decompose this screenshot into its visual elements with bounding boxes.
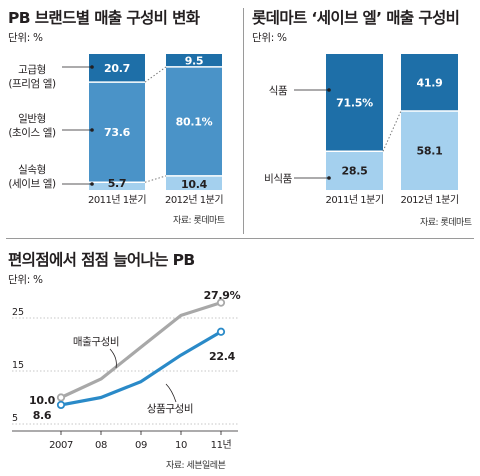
- series-name-label: 일반형: [18, 112, 46, 125]
- x-tick-label: 11년: [211, 439, 232, 451]
- annotation-leader: [109, 348, 117, 369]
- chart-title: 롯데마트 ‘세이브 엘’ 매출 구성비: [252, 9, 460, 27]
- annotation-leader: [165, 383, 177, 403]
- series-name-sub-label: (프리엄 엘): [8, 77, 56, 90]
- value-label: 71.5%: [336, 97, 373, 110]
- connector-line: [144, 66, 167, 83]
- value-label: 28.5: [342, 165, 368, 178]
- source-label: 자료: 롯데마트: [173, 216, 225, 226]
- x-tick-label: 08: [95, 440, 107, 451]
- bar-segment-1-1: [326, 151, 383, 190]
- vertical-divider: [243, 8, 244, 234]
- series-name-label: 실속형: [18, 164, 46, 176]
- series-name-label: 매출구성비: [73, 336, 119, 348]
- series-line-1: [59, 301, 223, 400]
- value-label: 41.9: [417, 76, 443, 89]
- x-tick-label: 2011년 1분기: [88, 194, 146, 206]
- series-name-label: 상품구성비: [147, 403, 193, 415]
- x-tick-label: 2011년 1분기: [325, 194, 383, 206]
- series-end-point: [216, 298, 226, 307]
- y-tick-label: 15: [12, 360, 24, 371]
- horizontal-divider: [6, 238, 474, 239]
- value-label: 58.1: [417, 144, 443, 157]
- chart-pb-brand-composition: PB 브랜드별 매출 구성비 변화 단위: % 5.7 10.4 73.6 80.1%…: [0, 0, 240, 236]
- x-tick-label: 09: [135, 440, 147, 451]
- x-tick-label: 2012년 1분기: [165, 194, 223, 206]
- connector-line: [144, 175, 167, 183]
- chart-title: 편의점에서 점점 늘어나는 PB: [8, 251, 195, 269]
- x-tick-label: 2007: [49, 440, 73, 451]
- stacked-bar-plot: 5.7 10.4 73.6 80.1% 20.7 9.5 2011년 1분기 2012년 1분…: [8, 54, 224, 206]
- unit-label: 단위: %: [252, 32, 287, 44]
- chart-save-el-composition: 롯데마트 ‘세이브 엘’ 매출 구성비 단위: % 28.5 58.1 71.5% 4…: [244, 0, 480, 236]
- series-name-sub-label: (초이스 엘): [8, 126, 56, 139]
- value-label: 80.1%: [176, 115, 213, 128]
- unit-label: 단위: %: [8, 32, 43, 44]
- value-label: 20.7: [104, 62, 130, 75]
- bar-segment-2-2: [166, 66, 222, 176]
- chart-convenience-store-pb: 편의점에서 점점 늘어나는 PB 단위: % 5 15 25 2007 08 09 10 11…: [0, 240, 480, 476]
- series-line-2: [59, 330, 223, 407]
- line-plot: 5 15 25 2007 08 09 10 11년 10.0 27.9% 8.6 22.4 매출구성비상…: [12, 289, 241, 451]
- legend-leader-dot: [327, 88, 331, 92]
- end-value-label: 22.4: [209, 350, 236, 363]
- series-end-point: [56, 393, 66, 402]
- y-tick-label: 25: [12, 307, 24, 318]
- series-name-label: 비식품: [264, 173, 293, 185]
- bar-segment-1-2: [166, 175, 222, 190]
- bar-segment-1-2: [401, 110, 458, 190]
- y-tick-label: 5: [12, 413, 18, 424]
- chart-title: PB 브랜드별 매출 구성비 변화: [8, 9, 200, 27]
- x-tick-label: 2012년 1분기: [400, 194, 458, 206]
- series-name-sub-label: (세이브 엘): [8, 177, 56, 190]
- legend-leader-dot: [90, 128, 94, 132]
- value-label: 73.6: [104, 126, 131, 139]
- bar-segment-2-1: [89, 82, 145, 183]
- series-end-point: [56, 400, 66, 410]
- legend-leader-dot: [90, 65, 94, 69]
- bar-segment-2-1: [326, 54, 383, 152]
- value-label: 9.5: [185, 54, 204, 67]
- unit-label: 단위: %: [8, 274, 43, 286]
- bar-segment-3-1: [89, 54, 145, 83]
- value-label: 10.4: [181, 178, 208, 191]
- end-value-label: 27.9%: [204, 289, 241, 302]
- series-name-label: 식품: [269, 85, 288, 97]
- source-label: 자료: 세븐일레븐: [166, 461, 226, 471]
- legend-leader-dot: [90, 182, 94, 186]
- x-tick-label: 10: [175, 440, 187, 451]
- connector-line: [382, 110, 402, 152]
- end-value-label: 10.0: [29, 394, 56, 407]
- legend-leader-dot: [327, 176, 331, 180]
- series-name-label: 고급형: [18, 64, 46, 76]
- value-label: 5.7: [108, 177, 127, 190]
- source-label: 자료: 롯데마트: [420, 218, 472, 228]
- bar-segment-3-2: [166, 54, 222, 67]
- bar-segment-1-1: [89, 182, 145, 190]
- series-end-point: [216, 327, 226, 336]
- stacked-bar-plot: 28.5 58.1 71.5% 41.9 2011년 1분기 2012년 1분기 비식품 식품: [264, 54, 459, 206]
- bar-segment-2-2: [401, 54, 458, 111]
- end-value-label: 8.6: [33, 409, 52, 422]
